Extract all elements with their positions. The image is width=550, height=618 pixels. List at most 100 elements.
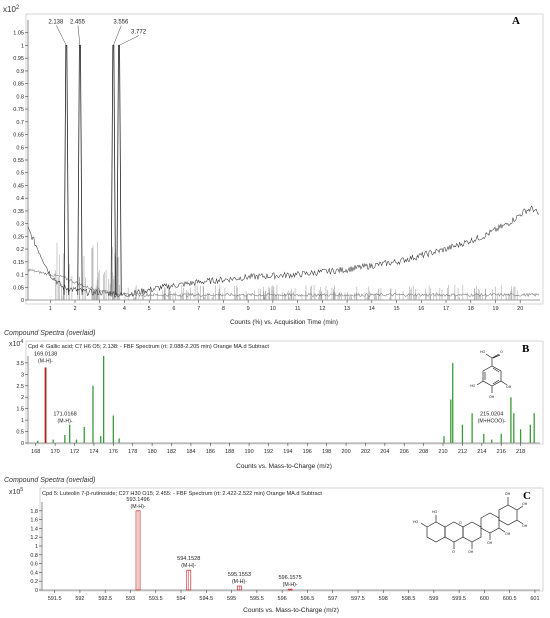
chromatogram-x-tick-label: 13 <box>344 306 350 312</box>
spectrum-b-x-tick-label: 172 <box>70 449 79 455</box>
chromatogram-y-tick-label: 1.05 <box>13 31 24 37</box>
chromatogram-x-tick-label: 5 <box>148 306 151 312</box>
spectrum-b-x-tick-label: 182 <box>167 449 176 455</box>
spectrum-b-x-tick-label: 216 <box>497 449 506 455</box>
svg-text:O: O <box>452 550 455 554</box>
gallic-acid-spectrum-panel: Compound Spectra (overlaid) x104 Cpd 4: … <box>4 330 544 470</box>
chromatogram-peak <box>110 45 116 295</box>
chromatogram-y-tick-label: 0.45 <box>13 183 24 189</box>
svg-text:OH: OH <box>487 541 493 545</box>
spectrum-c-x-tick-label: 593 <box>126 596 135 602</box>
chromatogram-x-tick-label: 8 <box>222 306 225 312</box>
spectrum-b-x-tick-label: 192 <box>264 449 273 455</box>
spectrum-c-x-tick-label: 599.5 <box>452 596 466 602</box>
spectrum-b-x-tick-label: 202 <box>361 449 370 455</box>
luteolin-rutinoside-spectrum-panel: Compound Spectra (overlaid) x105 Cpd 5: … <box>4 477 544 614</box>
spectrum-c-x-tick-label: 591.5 <box>48 596 62 602</box>
chromatogram-y-tick-label: 0.05 <box>13 285 24 291</box>
svg-text:OH: OH <box>522 502 528 506</box>
chromatogram-panel: x102 A 0 0.05 0.1 0.15 0.2 0.25 0.3 0.35 0.4 0.45… <box>3 5 544 326</box>
gallic-acid-structure <box>476 353 508 393</box>
spectrum-c-peak-ion: (M-H)- <box>232 579 247 585</box>
spectrum-c-y-tick-label: 0.4 <box>30 570 38 576</box>
spectrum-c-x-tick-label: 597.5 <box>351 596 365 602</box>
spectrum-c-x-tick-label: 594.5 <box>199 596 213 602</box>
chromatogram-peak <box>77 45 83 295</box>
chromatogram-y-tick-label: 0.55 <box>13 158 24 164</box>
spectrum-b-x-tick-label: 218 <box>516 449 525 455</box>
svg-text:O: O <box>459 521 462 525</box>
spectrum-b-x-tick-label: 170 <box>51 449 60 455</box>
chromatogram-x-axis-label: Counts (%) vs. Acquisition Time (min) <box>230 319 338 326</box>
chromatogram-x-tick-label: 18 <box>468 306 474 312</box>
spectrum-c-x-tick-label: 599 <box>429 596 438 602</box>
chromatogram-peak-label: 3.556 <box>113 19 129 25</box>
spectrum-c-heading: Compound Spectra (overlaid) <box>4 477 95 484</box>
spectrum-c-peak-ion: (M-H)- <box>131 504 146 510</box>
chromatogram-y-tick-label: 0.5 <box>16 171 24 177</box>
spectrum-b-panel-letter: B <box>522 343 530 355</box>
chromatogram-y-tick-label: 0.15 <box>13 260 24 266</box>
spectrum-b-y-exponent: x104 <box>9 339 23 348</box>
spectrum-c-x-tick-label: 598.5 <box>402 596 416 602</box>
chromatogram-y-tick-label: 0.2 <box>16 247 24 253</box>
svg-text:HO: HO <box>480 350 486 354</box>
spectrum-c-x-tick-label: 600 <box>480 596 489 602</box>
spectrum-c-peak-ion: (M-H)- <box>283 582 298 588</box>
chromatogram-frame <box>25 13 544 305</box>
chromatogram-panel-letter: A <box>512 15 520 27</box>
chromatogram-y-tick-label: 0.95 <box>13 56 24 62</box>
chromatogram-x-tick-label: 7 <box>197 306 200 312</box>
chromatogram-y-tick-label: 0 <box>21 298 24 304</box>
spectrum-b-x-tick-label: 180 <box>148 449 157 455</box>
spectrum-b-y-tick-label: 1 <box>21 418 24 424</box>
spectrum-b-x-tick-label: 190 <box>244 449 253 455</box>
spectrum-c-x-tick-label: 592.5 <box>98 596 112 602</box>
spectrum-c-y-exponent: x105 <box>9 487 23 496</box>
spectrum-b-peak-label: 171.0168 <box>53 411 76 417</box>
luteolin-rutinoside-atoms: HO HO O OH O OH OH OH OH OH <box>413 492 528 554</box>
spectrum-b-x-tick-label: 186 <box>206 449 215 455</box>
chromatogram-y-tick-label: 0.65 <box>13 133 24 139</box>
spectrum-b-y-tick-label: 3.5 <box>16 361 24 367</box>
chromatogram-y-exponent: x102 <box>3 5 20 14</box>
spectrum-c-x-tick-label: 600.5 <box>503 596 517 602</box>
spectrum-b-y-tick-label: 0 <box>21 441 24 447</box>
spectrum-b-x-tick-label: 178 <box>128 449 137 455</box>
svg-text:OH: OH <box>505 492 511 496</box>
chromatogram-x-tick-label: 3 <box>98 306 101 312</box>
spectrum-b-peak-label: 215.0204 <box>480 411 503 417</box>
chromatogram-x-tick-label: 17 <box>443 306 449 312</box>
spectrum-b-x-tick-label: 214 <box>477 449 486 455</box>
spectrum-c-peak-label: 595.1553 <box>228 572 251 578</box>
chromatogram-peak-leader <box>113 25 122 46</box>
spectrum-c-y-tick-label: 1.4 <box>30 526 38 532</box>
chromatogram-x-tick-label: 16 <box>418 306 424 312</box>
chromatogram-peak-leader <box>118 35 140 46</box>
spectrum-b-title: Cpd 4: Gallic acid; C7 H6 O5; 2.138: - F… <box>28 344 269 350</box>
chromatogram-peak-label: 3.772 <box>131 29 147 35</box>
chromatogram-x-tick-label: 12 <box>319 306 325 312</box>
spectrum-c-y-tick-label: 1.8 <box>30 509 38 515</box>
spectrum-c-y-tick-label: 1.2 <box>30 535 38 541</box>
spectrum-b-frame <box>25 340 544 445</box>
chromatogram-peak-leader <box>56 25 67 46</box>
spectrum-b-x-tick-label: 194 <box>283 449 292 455</box>
spectrum-b-x-tick-label: 174 <box>89 449 98 455</box>
svg-text:OH: OH <box>468 550 474 554</box>
spectrum-c-x-tick-label: 596.5 <box>301 596 315 602</box>
chromatogram-series-line <box>27 268 540 298</box>
spectrum-b-y-tick-label: 2.5 <box>16 384 24 390</box>
chromatogram-peak <box>63 45 69 295</box>
spectrum-c-y-tick-label: 0.6 <box>30 562 38 568</box>
spectrum-c-x-axis-label: Counts vs. Mass-to-Charge (m/z) <box>243 607 339 614</box>
spectrum-b-peak-ion: (M+HCOO)- <box>478 418 506 424</box>
chromatogram-x-tick-label: 9 <box>247 306 250 312</box>
spectrum-c-y-tick-label: 1 <box>35 544 38 550</box>
chromatogram-series-line <box>27 205 540 298</box>
gallic-acid-atoms: O HO HO OH OH <box>470 350 512 399</box>
spectrum-c-frame <box>39 487 544 592</box>
chromatogram-y-tick-label: 0.8 <box>16 94 24 100</box>
spectrum-b-x-tick-label: 188 <box>225 449 234 455</box>
